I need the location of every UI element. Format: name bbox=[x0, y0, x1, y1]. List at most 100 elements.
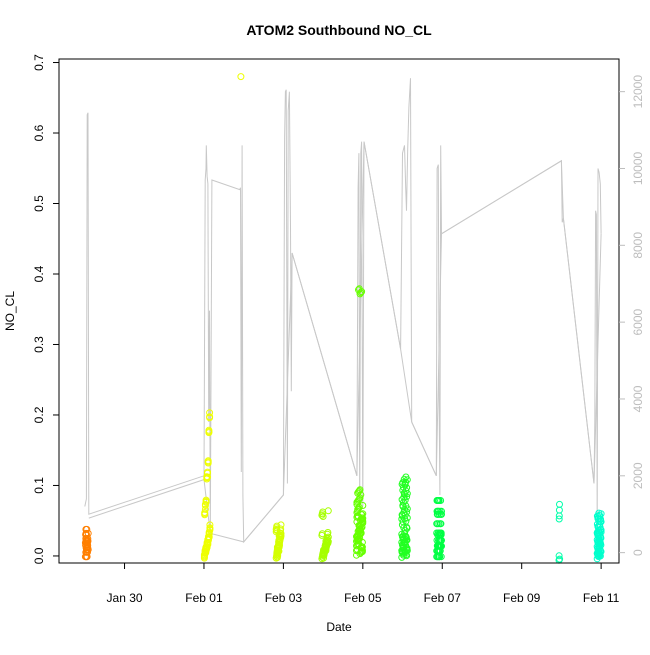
data-point bbox=[205, 533, 213, 541]
data-point bbox=[399, 503, 407, 511]
x-axis: Jan 30 Feb 01 Feb 03 Feb 05 Feb 07 Feb 09 Feb … bbox=[107, 563, 620, 605]
data-point bbox=[438, 536, 445, 544]
data-point bbox=[398, 512, 406, 520]
point-cluster bbox=[593, 509, 605, 563]
right-tick-label: 8000 bbox=[631, 232, 645, 259]
data-point bbox=[321, 546, 329, 553]
data-point bbox=[204, 468, 211, 476]
y-tick-label: 0.1 bbox=[32, 477, 46, 494]
data-point bbox=[324, 536, 331, 544]
data-point bbox=[276, 536, 284, 544]
data-point bbox=[434, 507, 442, 515]
point-cluster bbox=[353, 285, 367, 559]
data-point bbox=[356, 290, 364, 298]
x-tick-label: Feb 05 bbox=[344, 591, 382, 605]
right-y-axis: 0 2000 4000 6000 8000 10000 12000 bbox=[619, 75, 645, 556]
data-point bbox=[433, 520, 441, 528]
right-tick-label: 4000 bbox=[631, 385, 645, 412]
data-point bbox=[403, 524, 411, 532]
data-point bbox=[597, 534, 605, 542]
data-point bbox=[359, 502, 367, 509]
point-cluster bbox=[433, 497, 445, 561]
y-tick-label: 0.6 bbox=[32, 124, 46, 141]
data-point bbox=[354, 489, 362, 497]
data-point bbox=[398, 515, 406, 523]
y-tick-label: 0.7 bbox=[32, 54, 46, 71]
data-point bbox=[82, 539, 90, 547]
data-point bbox=[401, 481, 409, 489]
outlier-point bbox=[237, 73, 245, 81]
points-layer bbox=[81, 73, 605, 564]
plot-frame bbox=[58, 58, 620, 564]
y-tick-label: 0.3 bbox=[32, 336, 46, 353]
data-point bbox=[277, 532, 285, 540]
data-point bbox=[437, 497, 445, 504]
x-tick-label: Jan 30 bbox=[107, 591, 143, 605]
data-point bbox=[594, 552, 602, 559]
data-point bbox=[355, 285, 363, 293]
data-point bbox=[401, 490, 408, 498]
right-tick-label: 6000 bbox=[631, 308, 645, 335]
data-point bbox=[204, 473, 211, 481]
data-point bbox=[595, 543, 603, 551]
data-point bbox=[353, 498, 361, 506]
data-point bbox=[596, 539, 604, 547]
point-cluster bbox=[555, 500, 564, 564]
data-point bbox=[358, 538, 366, 546]
data-point bbox=[435, 497, 442, 504]
x-tick-label: Feb 03 bbox=[265, 591, 303, 605]
data-point bbox=[355, 488, 362, 496]
data-point bbox=[594, 530, 602, 537]
data-point bbox=[322, 547, 330, 555]
data-point bbox=[200, 551, 208, 559]
altitude-series-line bbox=[84, 78, 602, 544]
data-point bbox=[400, 536, 407, 544]
data-point bbox=[83, 553, 91, 561]
point-cluster bbox=[81, 525, 92, 561]
data-point bbox=[273, 522, 281, 530]
data-point bbox=[206, 521, 214, 529]
data-point bbox=[201, 500, 209, 508]
data-point bbox=[203, 544, 211, 551]
data-point bbox=[204, 457, 212, 465]
data-point bbox=[358, 511, 366, 519]
data-point bbox=[83, 535, 91, 542]
x-tick-label: Feb 11 bbox=[583, 591, 620, 605]
y-tick-label: 0.0 bbox=[32, 547, 46, 564]
data-point bbox=[555, 552, 563, 560]
data-point bbox=[555, 506, 563, 514]
right-tick-label: 10000 bbox=[631, 151, 645, 185]
data-point bbox=[355, 286, 362, 294]
data-point bbox=[597, 510, 605, 518]
data-point bbox=[556, 555, 564, 563]
right-tick-label: 2000 bbox=[631, 462, 645, 489]
data-point bbox=[206, 524, 214, 532]
right-tick-label: 0 bbox=[631, 549, 645, 556]
data-point bbox=[206, 413, 214, 421]
x-axis-label: Date bbox=[326, 620, 352, 634]
point-cluster bbox=[318, 507, 332, 563]
data-point bbox=[206, 409, 214, 417]
point-cluster bbox=[398, 473, 411, 561]
data-point bbox=[403, 552, 411, 560]
point-cluster bbox=[272, 521, 285, 562]
data-point bbox=[436, 520, 444, 528]
point-cluster bbox=[200, 409, 214, 562]
data-point bbox=[324, 538, 332, 546]
data-point bbox=[555, 515, 563, 523]
data-point bbox=[556, 500, 563, 508]
data-point bbox=[403, 547, 411, 555]
data-point bbox=[323, 542, 331, 549]
data-point bbox=[319, 508, 327, 516]
x-tick-label: Feb 01 bbox=[185, 591, 223, 605]
data-point bbox=[594, 547, 602, 555]
data-point bbox=[319, 513, 327, 520]
data-point bbox=[354, 497, 362, 505]
chart-title: ATOM2 Southbound NO_CL bbox=[246, 22, 432, 38]
data-point bbox=[205, 528, 213, 536]
data-point bbox=[400, 493, 408, 501]
left-y-axis: 0.0 0.1 0.2 0.3 0.4 0.5 0.6 0.7 bbox=[32, 54, 59, 564]
data-point bbox=[324, 507, 332, 515]
data-point bbox=[202, 496, 210, 504]
